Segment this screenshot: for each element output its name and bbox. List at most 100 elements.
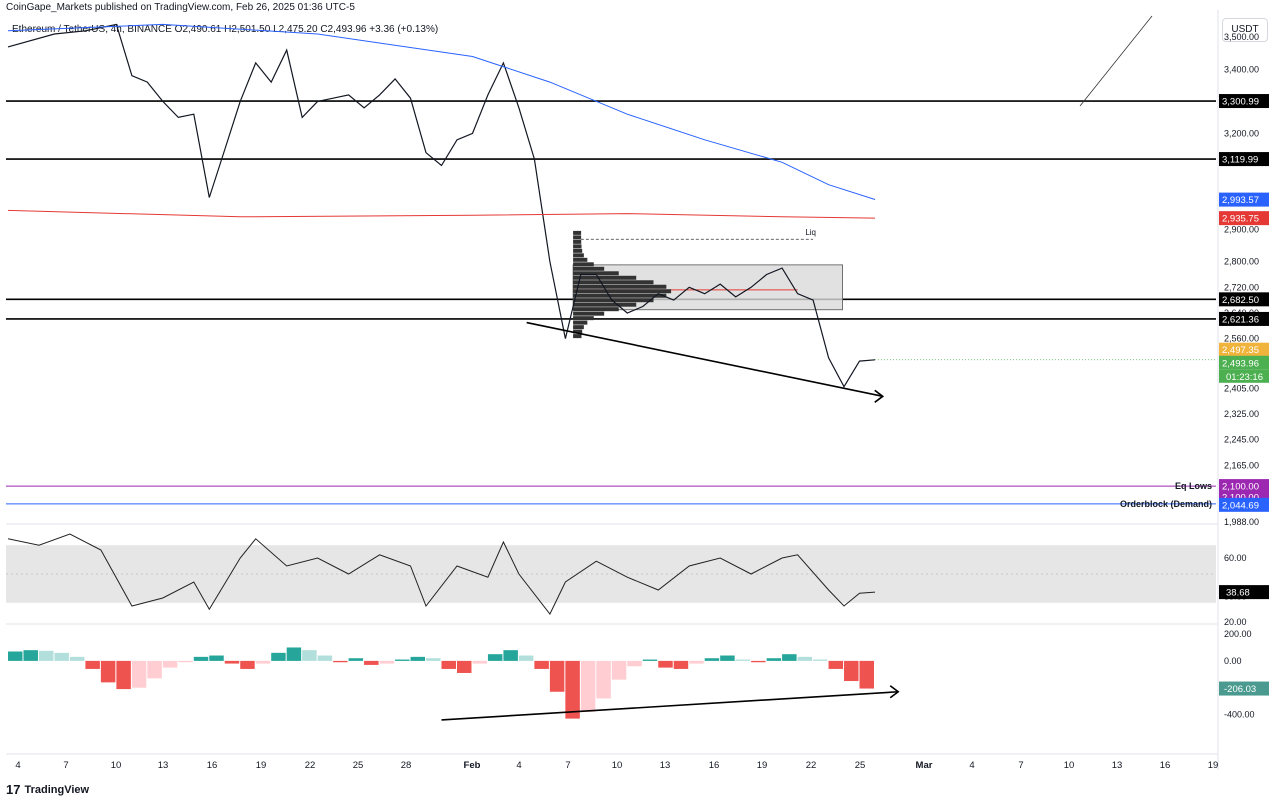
rsi-line bbox=[7, 533, 876, 615]
macd-bar bbox=[627, 660, 642, 667]
volume-profile-bar bbox=[573, 311, 605, 316]
macd-bar bbox=[178, 660, 193, 663]
macd-bar bbox=[271, 652, 286, 661]
macd-bar bbox=[689, 660, 704, 664]
time-tick-label: 10 bbox=[1064, 760, 1075, 771]
price-axis[interactable]: 3,500.003,400.003,300.003,200.003,000.00… bbox=[1219, 32, 1269, 720]
time-tick-label: 7 bbox=[63, 760, 68, 771]
time-tick-label: 7 bbox=[565, 760, 570, 771]
volume-profile-bar bbox=[573, 280, 654, 285]
volume-profile-bar bbox=[573, 298, 654, 303]
macd-bar bbox=[302, 650, 317, 661]
countdown-badge bbox=[1219, 369, 1269, 383]
macd-bar bbox=[131, 660, 147, 688]
currency-selector[interactable]: USDT bbox=[1222, 18, 1268, 42]
macd-bar bbox=[828, 660, 844, 669]
macd-bar bbox=[395, 659, 410, 661]
countdown-label: 01:23:16 bbox=[1226, 372, 1263, 383]
time-tick-label: Mar bbox=[916, 760, 933, 771]
rsi-panel[interactable] bbox=[6, 533, 1216, 615]
level-badge bbox=[1219, 94, 1269, 109]
time-tick-label: 22 bbox=[806, 760, 817, 771]
time-tick-label: 25 bbox=[353, 760, 364, 771]
volume-profile-bar bbox=[573, 284, 667, 289]
macd-bar bbox=[224, 660, 240, 664]
level-badge-label: 2,682.50 bbox=[1222, 295, 1259, 306]
tradingview-logo-icon: 17 bbox=[6, 782, 21, 797]
macd-bar bbox=[472, 660, 487, 664]
time-tick-label: 10 bbox=[111, 760, 122, 771]
macd-bar bbox=[100, 660, 116, 683]
time-tick-label: 13 bbox=[660, 760, 671, 771]
volume-profile-bar bbox=[573, 248, 583, 253]
macd-bar bbox=[859, 660, 874, 689]
arrow-head bbox=[889, 685, 900, 699]
volume-profile-bar bbox=[573, 325, 584, 330]
macd-bar bbox=[456, 660, 472, 673]
macd-value-badge bbox=[1219, 681, 1269, 696]
macd-bar bbox=[333, 660, 348, 663]
time-tick-label: 28 bbox=[401, 760, 412, 771]
volume-profile-bar bbox=[573, 253, 584, 258]
price-badge-label: 2,935.75 bbox=[1222, 214, 1259, 225]
price-tick-label: 3,500.00 bbox=[1224, 32, 1259, 42]
price-badge bbox=[1219, 342, 1269, 357]
volume-profile bbox=[573, 230, 672, 339]
macd-bar bbox=[286, 647, 302, 661]
rsi-tick-label: 60.00 bbox=[1224, 553, 1247, 563]
volume-profile-bar bbox=[573, 307, 619, 312]
macd-bar bbox=[116, 660, 131, 690]
time-axis[interactable]: 4 7 10 13 16 19 22 25 28 Feb 4 7 10 13 16 19 22 25 Mar 4 7 10… bbox=[15, 760, 1218, 771]
macd-bar bbox=[487, 654, 503, 661]
volume-profile-bar bbox=[573, 316, 594, 321]
level-badge-label: 2,621.36 bbox=[1222, 314, 1259, 325]
time-tick-label: 4 bbox=[15, 760, 20, 771]
macd-bar bbox=[704, 658, 720, 661]
macd-bar bbox=[596, 660, 611, 699]
time-tick-label: 10 bbox=[612, 760, 623, 771]
rsi-value-badge bbox=[1219, 585, 1269, 600]
macd-bar bbox=[317, 655, 333, 661]
level-badge bbox=[1219, 311, 1269, 326]
macd-bar bbox=[720, 655, 735, 661]
price-badge-label: 2,044.69 bbox=[1222, 500, 1259, 511]
price-panel[interactable]: Eq Lows Orderblock (Demand) Liq bbox=[6, 15, 1216, 509]
price-tick-label: 2,325.00 bbox=[1224, 409, 1259, 419]
symbol-ohlc-legend[interactable]: Ethereum / TetherUS, 4h, BINANCE O2,490.… bbox=[12, 24, 439, 35]
rsi-value-label: 38.68 bbox=[1226, 588, 1250, 599]
level-badge bbox=[1219, 152, 1269, 167]
macd-bar bbox=[611, 660, 627, 680]
volume-profile-bar bbox=[573, 334, 582, 339]
time-tick-label: 19 bbox=[1208, 760, 1219, 771]
macd-bar bbox=[85, 660, 100, 669]
time-tick-label: 13 bbox=[158, 760, 169, 771]
volume-profile-bar bbox=[573, 257, 588, 262]
macd-panel[interactable] bbox=[8, 647, 900, 721]
volume-profile-bar bbox=[573, 262, 594, 267]
level-badge-label: 3,119.99 bbox=[1222, 155, 1258, 166]
macd-bar bbox=[766, 658, 782, 661]
macd-bar bbox=[162, 660, 178, 668]
price-tick-label: 2,900.00 bbox=[1224, 225, 1259, 235]
volume-profile-bar bbox=[573, 293, 667, 298]
macd-bar bbox=[503, 650, 518, 661]
liq-label: Liq bbox=[805, 228, 816, 237]
bearish-trend-arrow bbox=[526, 321, 883, 398]
macd-bar bbox=[8, 651, 23, 661]
volume-profile-bar bbox=[573, 239, 582, 244]
time-tick-label: 4 bbox=[969, 760, 974, 771]
time-tick-label: 16 bbox=[709, 760, 720, 771]
volume-profile-bar bbox=[573, 329, 583, 334]
price-badge-label: 2,993.57 bbox=[1222, 195, 1259, 206]
price-tick-label: 2,405.00 bbox=[1224, 383, 1259, 393]
macd-bar bbox=[23, 650, 38, 661]
time-tick-label: 4 bbox=[516, 760, 521, 771]
level-badge bbox=[1219, 292, 1269, 307]
macd-bar bbox=[565, 660, 580, 719]
macd-bar bbox=[54, 652, 69, 661]
macd-value-label: -206.03 bbox=[1224, 684, 1256, 695]
rsi-tick-label: 20.00 bbox=[1224, 617, 1247, 627]
series-sma bbox=[7, 209, 876, 219]
